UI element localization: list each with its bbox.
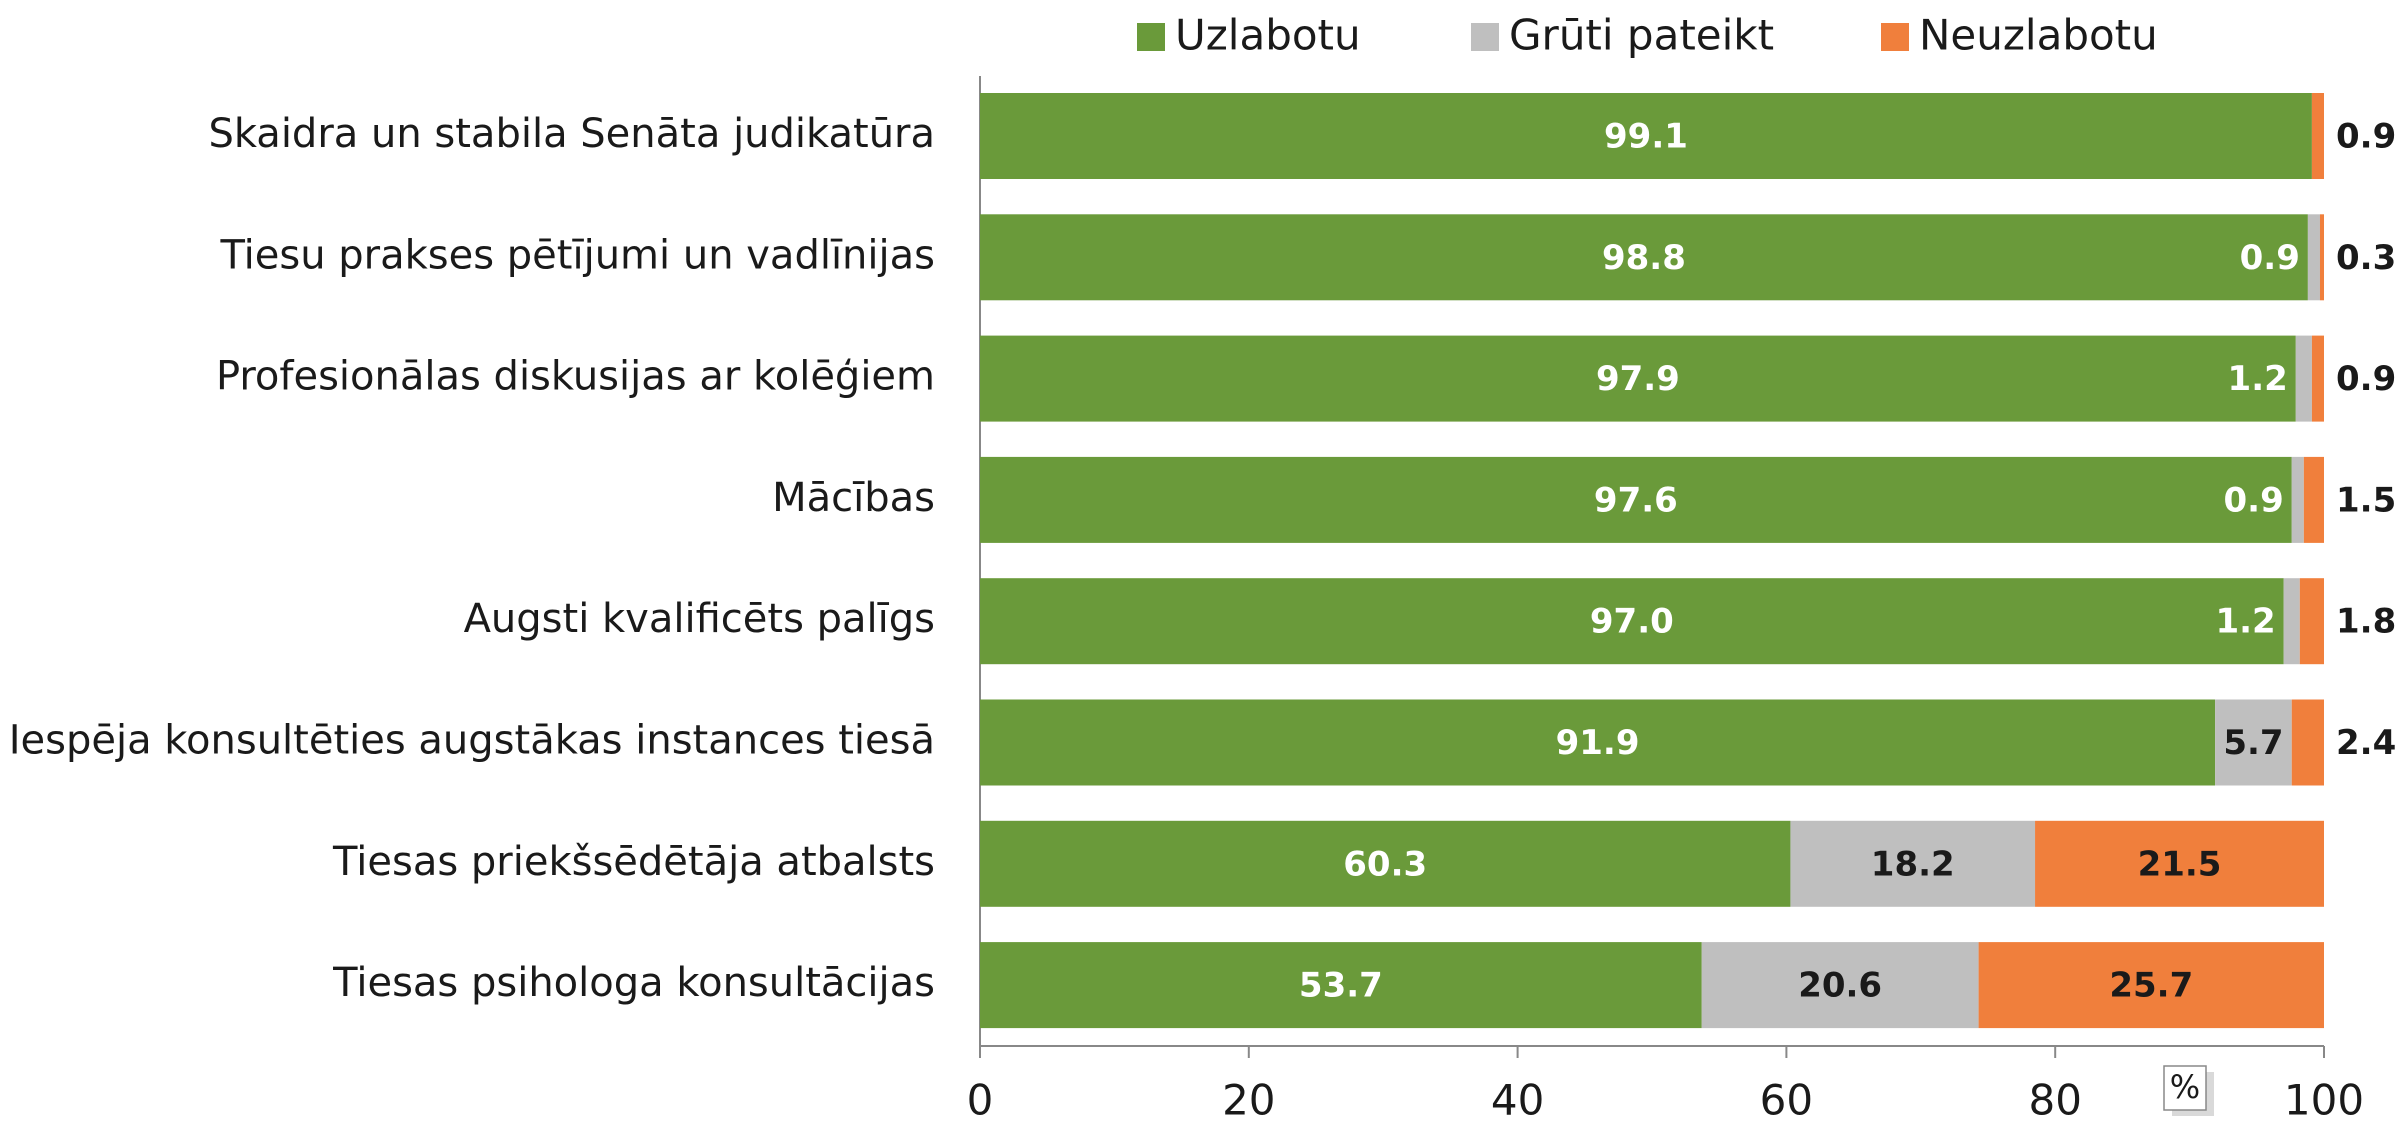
data-label: 25.7 bbox=[2109, 966, 2193, 1006]
data-label: 99.1 bbox=[1604, 117, 1688, 157]
data-label: 20.6 bbox=[1798, 966, 1882, 1006]
x-tick-label: 0 bbox=[967, 1076, 994, 1125]
unit-label: % bbox=[2170, 1068, 2200, 1106]
legend-label: Uzlabotu bbox=[1175, 11, 1361, 60]
data-label: 0.9 bbox=[2336, 117, 2396, 157]
category-label: Augsti kvalificēts palīgs bbox=[464, 596, 935, 642]
data-label: 60.3 bbox=[1343, 844, 1427, 884]
bar-segment bbox=[980, 214, 2308, 301]
category-label: Tiesas priekšsēdētāja atbalsts bbox=[332, 839, 935, 885]
data-label: 91.9 bbox=[1556, 723, 1640, 763]
x-tick-label: 100 bbox=[2284, 1076, 2364, 1125]
category-label: Skaidra un stabila Senāta judikatūra bbox=[208, 111, 935, 157]
data-label: 97.0 bbox=[1590, 602, 1674, 642]
legend-swatch bbox=[1471, 23, 1499, 51]
bar-segment bbox=[980, 456, 2292, 543]
bar-segment bbox=[980, 93, 2312, 179]
category-label: Profesionālas diskusijas ar kolēģiem bbox=[216, 354, 935, 400]
bar-segment bbox=[980, 335, 2296, 422]
x-tick-label: 60 bbox=[1760, 1076, 1813, 1125]
data-label: 0.9 bbox=[2240, 238, 2300, 278]
bar-segment bbox=[980, 699, 2216, 786]
bar-segment bbox=[2303, 456, 2324, 543]
data-label: 5.7 bbox=[2223, 723, 2283, 763]
category-label: Tiesas psihologa konsultācijas bbox=[332, 960, 935, 1006]
data-label: 1.5 bbox=[2336, 480, 2396, 520]
bar-segment bbox=[2307, 214, 2320, 301]
bar-segment bbox=[2215, 699, 2292, 786]
data-label: 18.2 bbox=[1871, 844, 1955, 884]
bar-segment bbox=[2295, 335, 2312, 422]
bar-segment bbox=[1790, 820, 2036, 907]
data-label: 98.8 bbox=[1602, 238, 1686, 278]
legend-swatch bbox=[1881, 23, 1909, 51]
bar-segment bbox=[2291, 456, 2304, 543]
bar-segment bbox=[1701, 942, 1979, 1029]
bar-segment bbox=[980, 578, 2284, 665]
bar-segment bbox=[1978, 942, 2324, 1029]
data-label: 1.2 bbox=[2228, 359, 2288, 399]
category-label: Iespēja konsultēties augstākas instances… bbox=[9, 718, 935, 764]
data-label: 0.3 bbox=[2336, 238, 2396, 278]
x-tick-label: 80 bbox=[2028, 1076, 2081, 1125]
data-label: 53.7 bbox=[1299, 966, 1383, 1006]
bar-segment bbox=[2299, 578, 2324, 665]
legend-label: Grūti pateikt bbox=[1509, 11, 1774, 60]
data-label: 1.8 bbox=[2336, 602, 2396, 642]
bar-segment bbox=[2291, 699, 2324, 786]
bar-segment bbox=[980, 942, 1702, 1029]
category-label: Tiesu prakses pētījumi un vadlīnijas bbox=[219, 232, 935, 278]
category-label: Mācības bbox=[772, 475, 935, 521]
data-label: 2.4 bbox=[2336, 723, 2396, 763]
bar-segment bbox=[980, 820, 1791, 907]
data-label: 0.9 bbox=[2224, 480, 2284, 520]
bar-segment bbox=[2311, 335, 2324, 422]
data-label: 21.5 bbox=[2138, 844, 2222, 884]
data-label: 0.9 bbox=[2336, 359, 2396, 399]
bar-segment bbox=[2311, 93, 2324, 179]
bar-segment bbox=[2283, 578, 2300, 665]
x-tick-label: 20 bbox=[1222, 1076, 1275, 1125]
bar-segment bbox=[2035, 820, 2324, 907]
x-tick-label: 40 bbox=[1491, 1076, 1544, 1125]
unit-box bbox=[2163, 1065, 2207, 1111]
legend-swatch bbox=[1137, 23, 1165, 51]
bar-segment bbox=[2319, 214, 2324, 301]
data-label: 1.2 bbox=[2215, 602, 2275, 642]
legend-label: Neuzlabotu bbox=[1919, 11, 2158, 60]
data-label: 97.6 bbox=[1594, 480, 1678, 520]
data-label: 97.9 bbox=[1596, 359, 1680, 399]
